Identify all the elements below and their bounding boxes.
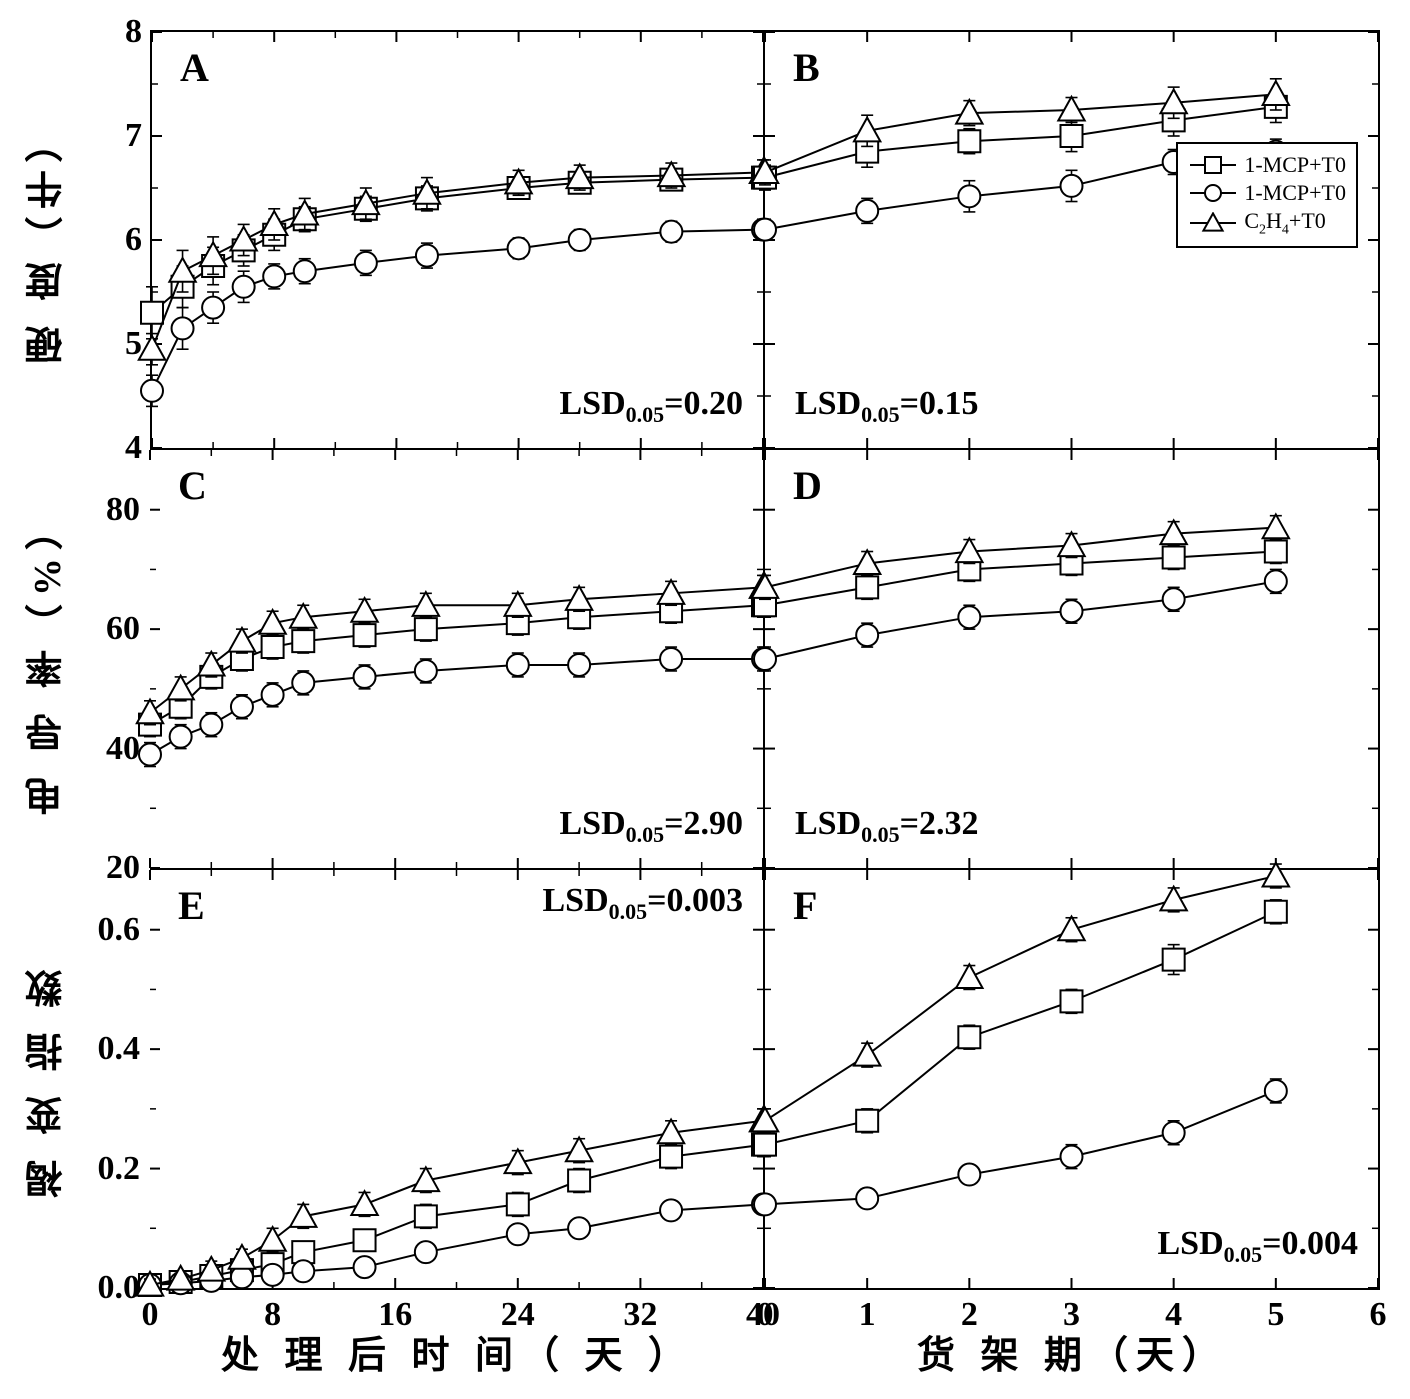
lsd-text-C: LSD0.05=2.90 <box>559 805 743 848</box>
panel-C: 20406080CLSD0.05=2.90 <box>150 450 765 870</box>
panel-label-B: B <box>793 44 820 91</box>
panel-A: 45678ALSD0.05=0.20 <box>150 30 765 450</box>
figure-container: 硬 度（牛） 电 导 率（%） 褐 变 指 数 处 理 后 时 间（ 天 ） 货… <box>20 20 1390 1379</box>
panel-label-A: A <box>180 44 209 91</box>
panel-label-E: E <box>178 882 205 929</box>
xlabel-col0: 处 理 后 时 间（ 天 ） <box>150 1324 765 1379</box>
lsd-text-F: LSD0.05=0.004 <box>1157 1225 1358 1268</box>
legend-item: 1-MCP+T0 <box>1188 180 1346 206</box>
ylabel-row0: 硬 度（牛） <box>20 50 75 430</box>
lsd-text-A: LSD0.05=0.20 <box>559 385 743 428</box>
panel-B: 1-MCP+T01-MCP+T0C2H4+T0 BLSD0.05=0.15 <box>765 30 1380 450</box>
panel-F: 0123456FLSD0.05=0.004 <box>765 870 1380 1290</box>
panel-label-C: C <box>178 462 207 509</box>
panel-D: D LSD0.05=2.32 <box>765 450 1380 870</box>
ylabel-row1: 电 导 率（%） <box>20 460 75 860</box>
panel-label-F: F <box>793 882 817 929</box>
legend-item: C2H4+T0 <box>1188 208 1346 238</box>
lsd-text-B: LSD0.05=0.15 <box>795 385 979 428</box>
panel-E: 08162432400.00.20.40.6ELSD0.05=0.003 <box>150 870 765 1290</box>
legend-item: 1-MCP+T0 <box>1188 152 1346 178</box>
legend-box: 1-MCP+T01-MCP+T0C2H4+T0 <box>1176 142 1358 248</box>
ylabel-row2: 褐 变 指 数 <box>20 890 75 1270</box>
panels-grid: 45678ALSD0.05=0.20 1-MCP+T01-MCP+T0C2H4+… <box>150 30 1380 1290</box>
lsd-text-E: LSD0.05=0.003 <box>542 882 743 925</box>
lsd-text-D: LSD0.05=2.32 <box>795 805 979 848</box>
panel-label-D: D <box>793 462 822 509</box>
